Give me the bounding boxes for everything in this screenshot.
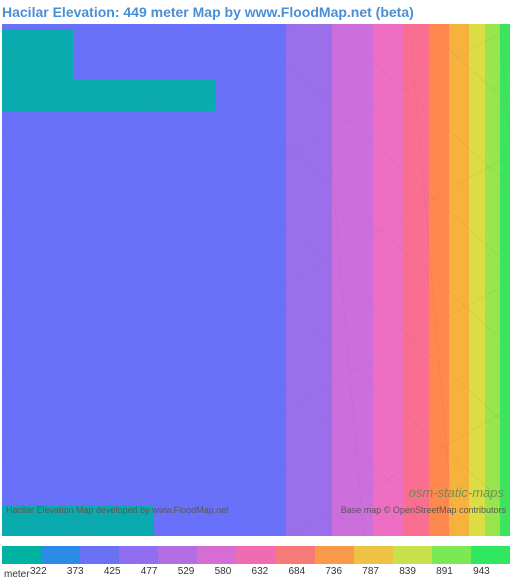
legend-unit: meter: [4, 569, 30, 580]
legend-swatch: [41, 546, 80, 564]
page-title: Hacilar Elevation: 449 meter Map by www.…: [0, 0, 512, 24]
legend-swatch: [432, 546, 471, 564]
legend-tick: 787: [362, 566, 399, 577]
map-watermark: osm-static-maps: [409, 485, 504, 500]
legend-swatch: [276, 546, 315, 564]
elevation-map: osm-static-maps Hacilar Elevation Map de…: [2, 24, 510, 536]
credit-right: Base map © OpenStreetMap contributors: [341, 505, 506, 515]
credit-left: Hacilar Elevation Map developed by www.F…: [6, 505, 229, 515]
legend-tick: 891: [436, 566, 473, 577]
legend-tick: 373: [67, 566, 104, 577]
legend-swatch: [393, 546, 432, 564]
legend-swatch: [158, 546, 197, 564]
legend-swatch: [236, 546, 275, 564]
legend-swatch: [354, 546, 393, 564]
legend-swatch: [315, 546, 354, 564]
legend-tick: 580: [215, 566, 252, 577]
legend-tick: 632: [252, 566, 289, 577]
legend-colorbar: [2, 546, 510, 564]
legend-tick: 839: [399, 566, 436, 577]
legend-tick: 943: [473, 566, 510, 577]
legend-ticks: 322373425477529580632684736787839891943: [2, 564, 510, 577]
legend-swatch: [471, 546, 510, 564]
legend-tick: 425: [104, 566, 141, 577]
legend-swatch: [197, 546, 236, 564]
road-overlay: [2, 24, 510, 536]
elevation-legend: 322373425477529580632684736787839891943 …: [2, 546, 510, 582]
legend-tick: 477: [141, 566, 178, 577]
legend-tick: 529: [178, 566, 215, 577]
legend-swatch: [2, 546, 41, 564]
legend-swatch: [119, 546, 158, 564]
legend-tick: 736: [325, 566, 362, 577]
legend-swatch: [80, 546, 119, 564]
legend-tick: 684: [288, 566, 325, 577]
